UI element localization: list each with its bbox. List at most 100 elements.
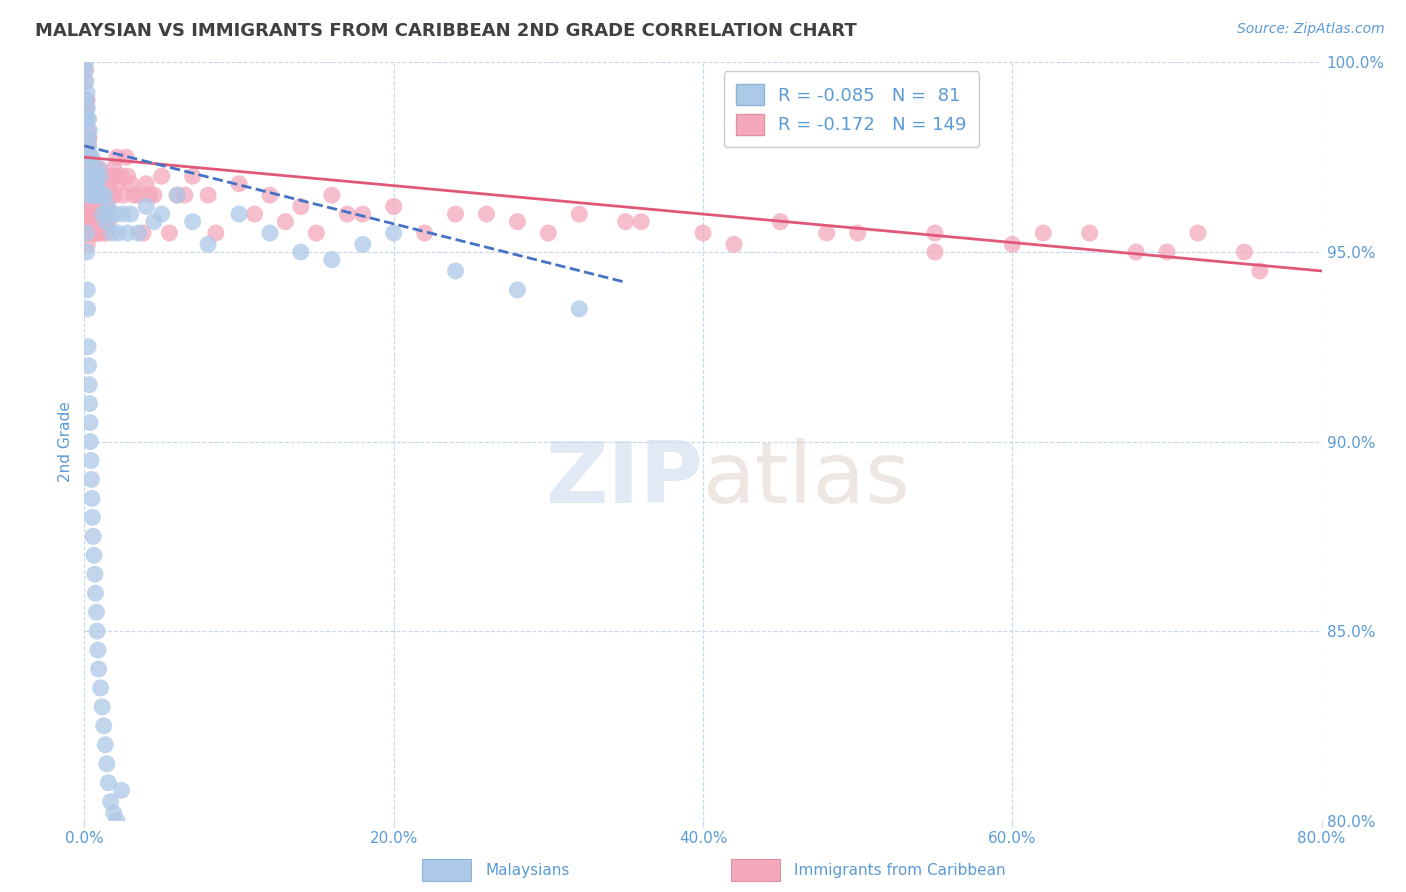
Point bbox=[75, 62, 97, 77]
Point bbox=[80, 491, 103, 506]
Point bbox=[1187, 226, 1209, 240]
Text: Immigrants from Caribbean: Immigrants from Caribbean bbox=[794, 863, 1007, 878]
Point bbox=[79, 169, 101, 183]
Point bbox=[105, 150, 128, 164]
Point bbox=[97, 188, 120, 202]
Point bbox=[117, 226, 139, 240]
Point bbox=[80, 214, 103, 228]
Point bbox=[84, 226, 107, 240]
Point bbox=[98, 177, 121, 191]
Point bbox=[80, 169, 103, 183]
Point bbox=[259, 226, 281, 240]
Point bbox=[135, 199, 157, 213]
Point bbox=[83, 207, 105, 221]
Point bbox=[96, 207, 118, 221]
Point bbox=[84, 199, 107, 213]
Point bbox=[228, 207, 250, 221]
Point bbox=[82, 177, 104, 191]
Point bbox=[76, 177, 98, 191]
Point bbox=[80, 177, 103, 191]
Point bbox=[79, 150, 101, 164]
Point bbox=[75, 138, 97, 153]
Point bbox=[91, 207, 114, 221]
Point bbox=[90, 169, 112, 183]
Point bbox=[132, 226, 155, 240]
Point bbox=[76, 101, 98, 115]
Point bbox=[91, 188, 114, 202]
Point bbox=[76, 112, 98, 127]
Point bbox=[537, 226, 560, 240]
Point bbox=[166, 188, 188, 202]
Point bbox=[475, 207, 498, 221]
Point bbox=[100, 169, 122, 183]
Point bbox=[91, 226, 114, 240]
Point bbox=[77, 340, 100, 354]
Point bbox=[110, 783, 132, 797]
Point bbox=[94, 188, 117, 202]
Point bbox=[76, 123, 98, 137]
Point bbox=[352, 207, 374, 221]
Text: MALAYSIAN VS IMMIGRANTS FROM CARIBBEAN 2ND GRADE CORRELATION CHART: MALAYSIAN VS IMMIGRANTS FROM CARIBBEAN 2… bbox=[35, 22, 856, 40]
Point bbox=[79, 416, 101, 430]
Text: atlas: atlas bbox=[703, 438, 911, 521]
Point bbox=[97, 775, 120, 789]
Point bbox=[87, 643, 110, 657]
Point bbox=[77, 169, 100, 183]
Point bbox=[444, 264, 467, 278]
Point bbox=[76, 214, 98, 228]
Point bbox=[76, 131, 98, 145]
Point bbox=[120, 177, 142, 191]
Point bbox=[122, 188, 145, 202]
Point bbox=[143, 214, 166, 228]
Point bbox=[82, 188, 104, 202]
Point bbox=[79, 150, 101, 164]
Point bbox=[79, 150, 101, 164]
Point bbox=[93, 188, 115, 202]
Point bbox=[93, 169, 115, 183]
Point bbox=[138, 188, 160, 202]
Point bbox=[181, 214, 204, 228]
Point bbox=[76, 244, 98, 259]
Point bbox=[96, 199, 118, 213]
Point bbox=[83, 169, 105, 183]
Point bbox=[150, 207, 173, 221]
Point bbox=[79, 158, 101, 172]
Text: ZIP: ZIP bbox=[546, 438, 703, 521]
Point bbox=[86, 188, 108, 202]
Point bbox=[87, 188, 110, 202]
Point bbox=[83, 226, 105, 240]
Point bbox=[80, 453, 103, 467]
Point bbox=[75, 74, 97, 88]
Point bbox=[86, 199, 108, 213]
Point bbox=[506, 214, 529, 228]
Point bbox=[76, 188, 98, 202]
Point bbox=[630, 214, 652, 228]
Point bbox=[77, 177, 100, 191]
Point bbox=[80, 207, 103, 221]
Point bbox=[79, 207, 101, 221]
Point bbox=[96, 756, 118, 771]
Point bbox=[103, 188, 125, 202]
Point bbox=[82, 199, 104, 213]
Point bbox=[91, 699, 114, 714]
Point bbox=[83, 214, 105, 228]
Point bbox=[112, 188, 135, 202]
Point bbox=[91, 207, 114, 221]
Point bbox=[76, 283, 98, 297]
Point bbox=[94, 214, 117, 228]
Point bbox=[75, 101, 97, 115]
Point bbox=[86, 177, 108, 191]
Point bbox=[86, 624, 108, 638]
Point bbox=[84, 188, 107, 202]
Point bbox=[79, 161, 101, 176]
Point bbox=[274, 214, 297, 228]
Point bbox=[90, 681, 112, 695]
Text: Malaysians: Malaysians bbox=[485, 863, 569, 878]
Point bbox=[1001, 237, 1024, 252]
Point bbox=[924, 226, 946, 240]
Point bbox=[97, 214, 120, 228]
Point bbox=[80, 188, 103, 202]
Point bbox=[568, 301, 591, 316]
Text: Source: ZipAtlas.com: Source: ZipAtlas.com bbox=[1237, 22, 1385, 37]
Point bbox=[93, 188, 115, 202]
